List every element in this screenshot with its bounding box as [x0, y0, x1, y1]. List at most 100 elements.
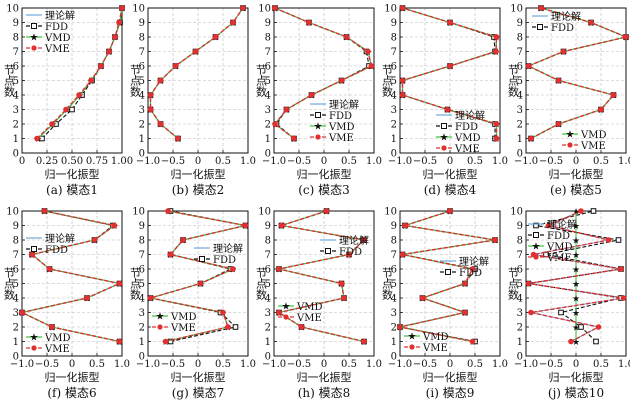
- ytick-label-5-7: 7: [13, 250, 19, 261]
- legend-label-4-0-1: FDD: [551, 23, 574, 34]
- ytick-label-3-10: 10: [384, 4, 397, 15]
- ytick-label-6-5: 5: [139, 279, 145, 290]
- marker-8-3-7: [492, 237, 498, 243]
- xtick-label-5-0: −1.0: [10, 359, 34, 370]
- marker-6-3-3: [147, 295, 154, 301]
- ytick-label-6-3: 3: [139, 308, 145, 319]
- x-axis-label-8: 归一化振型: [423, 370, 478, 384]
- marker-2-3-2: [283, 106, 290, 113]
- ytick-label-5-4: 4: [13, 294, 19, 305]
- ytick-label-6-4: 4: [139, 294, 145, 305]
- y-axis-label-3: 节点数: [381, 64, 394, 98]
- panel-caption-2: (c) 模态3: [298, 183, 350, 197]
- marker-7-3-6: [346, 251, 352, 258]
- legend-label-4-1-0: VMD: [580, 130, 606, 141]
- legend-label-3-0-3: VME: [454, 144, 480, 155]
- ytick-label-8-10: 10: [384, 207, 397, 218]
- legend-marker-6-0-1: [199, 256, 205, 262]
- marker-0-3-3: [76, 92, 82, 98]
- ytick-label-3-8: 8: [391, 33, 397, 44]
- legend-marker-7-0-1: [325, 248, 331, 254]
- marker-1-3-7: [212, 34, 219, 40]
- ytick-label-7-2: 2: [265, 323, 271, 334]
- marker-1-3-3: [147, 92, 154, 98]
- xtick-label-5-3: 0.5: [89, 359, 105, 370]
- marker-6-1-1: [232, 324, 239, 330]
- ytick-label-5-10: 10: [6, 207, 19, 218]
- legend-marker-2-0-2: ★: [314, 122, 323, 133]
- marker-9-3-9: [578, 208, 584, 214]
- ytick-label-4-4: 4: [517, 91, 523, 102]
- marker-0-3-7: [112, 34, 118, 40]
- marker-7-3-1: [298, 324, 305, 330]
- marker-9-1-8: [533, 222, 539, 229]
- xtick-label-2-4: 1.0: [366, 156, 382, 167]
- xtick-label-9-4: 1.0: [618, 359, 630, 370]
- panel-caption-5: (f) 模态6: [47, 386, 96, 400]
- panel-caption-8: (i) 模态9: [426, 386, 475, 400]
- legend-label-2-0-3: VME: [328, 133, 354, 144]
- xtick-label-7-2: 0: [321, 359, 327, 370]
- y-axis-label-2: 节点数: [255, 64, 268, 98]
- legend-marker-9-0-3: [533, 254, 539, 260]
- marker-7-3-5: [276, 266, 282, 272]
- xtick-label-6-0: −1.0: [136, 359, 160, 370]
- marker-3-3-7: [493, 34, 500, 40]
- ytick-label-3-2: 2: [391, 120, 397, 131]
- marker-0-3-0: [34, 135, 40, 142]
- xtick-label-5-1: −0.5: [35, 359, 59, 370]
- ytick-label-5-6: 6: [13, 265, 19, 276]
- panel-caption-6: (g) 模态7: [172, 386, 225, 400]
- marker-9-3-7: [605, 237, 612, 243]
- legend-marker-0-0-2: ★: [30, 33, 39, 44]
- x-axis-label-1: 归一化振型: [171, 167, 226, 181]
- ytick-label-2-10: 10: [258, 4, 271, 15]
- xtick-label-9-1: −0.5: [539, 359, 563, 370]
- marker-2-3-4: [338, 77, 345, 84]
- ytick-label-9-4: 4: [517, 294, 523, 305]
- ytick-label-3-3: 3: [391, 105, 397, 116]
- legend-label-4-1-1: VME: [580, 141, 606, 152]
- xtick-label-1-1: −0.5: [161, 156, 185, 167]
- marker-1-3-1: [157, 121, 164, 127]
- marker-9-2-7: ★: [572, 237, 580, 247]
- xtick-label-3-3: 0.5: [467, 156, 483, 167]
- x-axis-label-0: 归一化振型: [45, 167, 100, 181]
- ytick-label-8-0: 0: [391, 352, 397, 363]
- series-line-5-1: [20, 210, 122, 343]
- series-line-4-3: [526, 7, 629, 140]
- ytick-label-0-8: 8: [13, 33, 19, 44]
- marker-8-3-3: [419, 295, 426, 301]
- ytick-label-1-10: 10: [132, 4, 145, 15]
- ytick-label-6-1: 1: [139, 337, 145, 348]
- ytick-label-5-8: 8: [13, 236, 19, 247]
- ytick-label-1-0: 0: [139, 149, 145, 160]
- legend-label-6-1-0: VMD: [170, 312, 196, 323]
- legend-marker-8-1-0: ★: [408, 332, 417, 343]
- marker-1-3-5: [172, 63, 179, 69]
- ytick-label-4-8: 8: [517, 33, 523, 44]
- legend-marker-8-0-1: [445, 269, 451, 275]
- marker-2-3-5: [368, 63, 375, 69]
- legend-label-7-1-1: VME: [296, 313, 322, 324]
- ytick-label-4-10: 10: [510, 4, 523, 15]
- marker-9-2-5: ★: [572, 266, 580, 276]
- legend-marker-4-1-0: ★: [566, 130, 575, 141]
- marker-9-3-4: [525, 280, 532, 287]
- ytick-label-7-10: 10: [258, 207, 271, 218]
- ytick-label-0-2: 2: [13, 120, 19, 131]
- xtick-label-0-3: 0.75: [86, 156, 108, 167]
- ytick-label-0-5: 5: [13, 76, 19, 87]
- marker-4-3-8: [588, 19, 594, 26]
- ytick-label-9-0: 0: [517, 352, 523, 363]
- marker-3-3-4: [399, 77, 406, 84]
- marker-7-3-3: [341, 295, 347, 301]
- ytick-label-0-1: 1: [13, 134, 19, 145]
- ytick-label-9-5: 5: [517, 279, 523, 290]
- marker-4-3-7: [623, 34, 629, 40]
- legend-label-6-1-1: VME: [170, 323, 196, 334]
- xtick-label-9-0: −1.0: [514, 359, 538, 370]
- series-line-0-2: [37, 7, 123, 139]
